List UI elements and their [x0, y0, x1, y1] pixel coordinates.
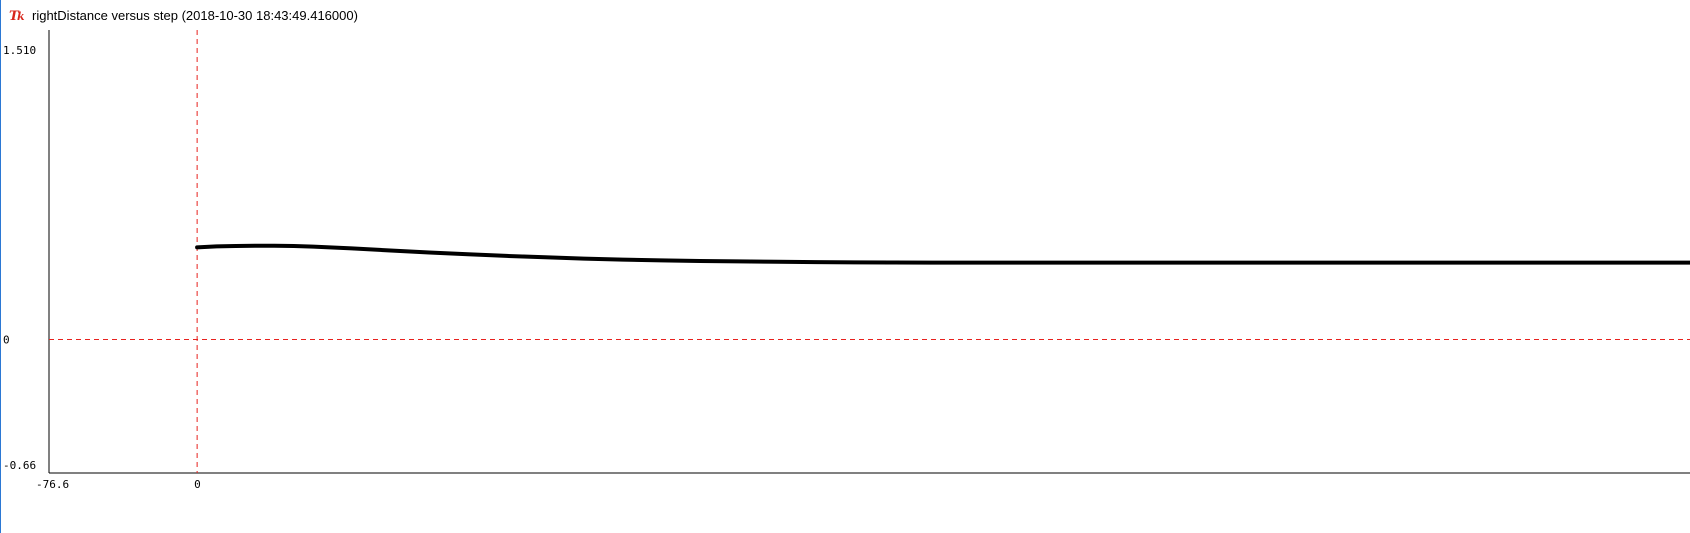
reference-lines: [49, 30, 1690, 473]
series-group: [195, 243, 1690, 265]
series-line: [195, 243, 1690, 265]
tk-feather-icon: T k: [8, 5, 28, 25]
y-tick-label-zero: 0: [3, 333, 10, 346]
svg-text:k: k: [17, 10, 25, 22]
plot-area: 1.510 0 -0.66 -76.6 0: [1, 30, 1690, 533]
line-chart: 1.510 0 -0.66 -76.6 0: [3, 30, 1690, 491]
x-tick-label-left: -76.6: [36, 478, 69, 491]
svg-text:T: T: [9, 9, 20, 22]
window-title: rightDistance versus step (2018-10-30 18…: [32, 7, 358, 23]
tick-labels: 1.510 0 -0.66 -76.6 0: [3, 44, 201, 491]
title-bar[interactable]: T k rightDistance versus step (2018-10-3…: [1, 0, 1690, 30]
y-tick-label-bottom: -0.66: [3, 459, 36, 472]
y-tick-label-top: 1.510: [3, 44, 36, 57]
x-tick-label-zero: 0: [194, 478, 201, 491]
axes: [48, 30, 1690, 474]
